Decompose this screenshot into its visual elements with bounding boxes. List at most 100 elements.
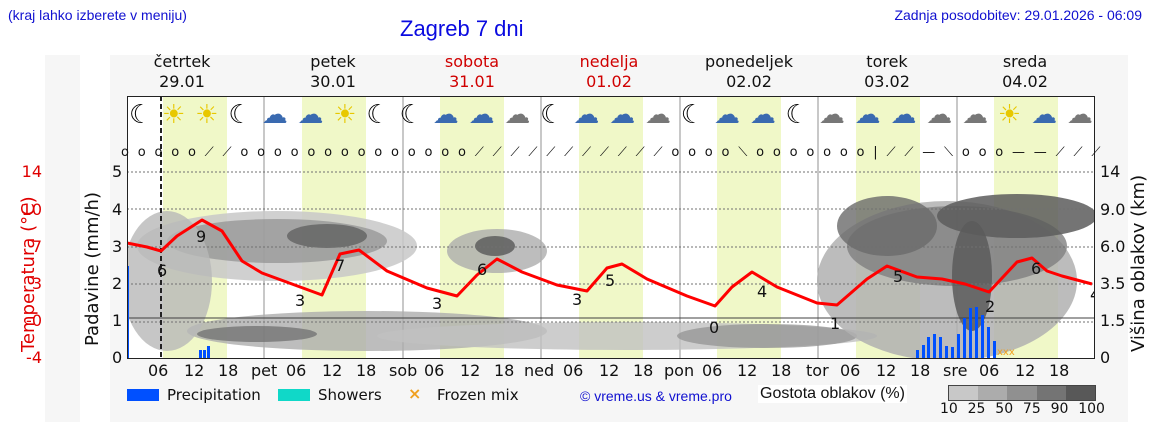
wind-barb-icon: ⟋ [492, 145, 502, 160]
precip-tick: 2 [112, 274, 123, 293]
cloud-density-ticks: 10 25 50 75 90 100 [940, 401, 1105, 417]
sun-cloud-icon: ☀ [333, 100, 357, 130]
cloud-icon: ☁ [1066, 100, 1093, 130]
wind-barb-icon: ⟋ [528, 145, 538, 160]
wind-barb-row: o o o o o ⟋ ⟋ o o o o o o o o o o o o o o ⟋ ⟋ ⟋ ⟋ ⟋ ⟋ ⟋ ⟋ ⟋ ⟋ ⟋ o o o o ⟍ o o o… [121, 144, 1101, 164]
precip-axis-title: Padavine (mm/h) [82, 192, 103, 346]
cloud-rain-icon: ☁ [854, 100, 881, 130]
calm-wind-icon: o [704, 145, 713, 160]
cloud-height-tick: 14 [1100, 162, 1121, 181]
calm-wind-icon: o [407, 145, 416, 160]
wind-barb-icon: — [1033, 145, 1047, 160]
svg-text:5: 5 [605, 271, 615, 290]
cloud-icon: ☁ [573, 100, 600, 130]
page-title: Zagreb 7 dni [400, 16, 524, 41]
wind-barb-icon: | [873, 145, 878, 160]
cloud-icon: ☁ [261, 100, 288, 130]
precip-tick: 5 [112, 162, 123, 181]
day-header: sreda 04.02 [1002, 52, 1048, 91]
wind-barb-icon: ⟋ [904, 145, 914, 160]
calm-wind-icon: o [806, 145, 815, 160]
cloud-icon: ☁ [749, 100, 776, 130]
x-axis-ticks: 06 12 18 pet 06 12 18 sob 06 12 18 ned 0… [148, 361, 1070, 380]
calm-wind-icon: o [257, 145, 266, 160]
wind-barb-icon: ⟋ [886, 145, 896, 160]
cloud-rain-icon: ☁ [890, 100, 917, 130]
cloud-density-scale [948, 385, 1096, 401]
cloud-height-tick: 3.5 [1100, 274, 1126, 293]
calm-wind-icon: o [273, 145, 282, 160]
temp-tick: -4 [26, 348, 42, 367]
legend-frozen-mix: Frozen mix [437, 386, 519, 404]
temp-tick: -0 [26, 311, 42, 330]
cloud-icon: ☁ [468, 100, 495, 130]
wind-barb-icon: ⟋ [617, 145, 627, 160]
wind-barb-icon: ⟋ [510, 145, 520, 160]
calm-wind-icon: o [391, 145, 399, 160]
calm-wind-icon: o [961, 145, 970, 160]
temperature-axis-panel [45, 55, 80, 422]
cloud-height-tick: 0 [1100, 348, 1111, 367]
wind-barb-icon: — [922, 145, 936, 160]
sun-cloud-icon: ☀ [997, 100, 1022, 130]
calm-wind-icon: o [789, 145, 798, 160]
calm-wind-icon: o [688, 145, 697, 160]
calm-wind-icon: o [756, 145, 765, 160]
wind-barb-icon: — [1012, 145, 1026, 160]
temp-tick: 14 [21, 162, 42, 181]
calm-wind-icon: o [137, 145, 146, 160]
cloud-icon: ☁ [609, 100, 636, 130]
temp-tick: 7 [31, 237, 42, 256]
sun-cloud-rain-icon: ☀ [162, 100, 186, 130]
cloud-height-axis-title: Višina oblakov (km) [1128, 174, 1149, 352]
temp-tick: 3 [31, 274, 42, 293]
wind-barb-icon: ⟋ [581, 145, 592, 160]
cloud-icon: ☁ [1030, 100, 1057, 130]
calm-wind-icon: o [823, 145, 832, 160]
cloud-density-map [127, 194, 1095, 359]
wind-barb-icon: ⟋ [1055, 145, 1065, 160]
frozen-mix-marks: xxx [997, 347, 1015, 358]
day-header: torek 03.02 [864, 52, 910, 91]
forecast-chart: xxx 6 9 3 7 3 6 3 5 0 4 1 5 2 6 4 [127, 96, 1095, 359]
moon-cloud-rain-icon: ☾ [129, 100, 153, 130]
calm-wind-icon: o [721, 145, 730, 160]
weather-icon-row: ☾ ☀ ☀ ☾ ☁ ☁ ☀ ☾ ☾ ☁ ☁ ☁ ☾ ☁ ☁ ☁ ☾ ☁ ☁ ☾ … [129, 98, 1093, 138]
calm-wind-icon: o [374, 145, 383, 160]
calm-wind-icon: o [357, 145, 366, 160]
svg-text:4: 4 [1090, 285, 1095, 304]
wind-barb-icon: ⟋ [564, 145, 574, 160]
svg-text:6: 6 [157, 261, 167, 280]
svg-text:0: 0 [709, 318, 719, 337]
calm-wind-icon: o [290, 145, 299, 160]
cloud-density-title: Gostota oblakov (%) [758, 385, 907, 403]
calm-wind-icon: o [121, 145, 129, 160]
legend-precipitation: Precipitation [167, 386, 261, 404]
svg-text:5: 5 [893, 267, 903, 286]
day-headers: četrtek 29.01 petek 30.01 sobota 31.01 nede… [127, 52, 1095, 92]
calm-wind-icon: o [307, 145, 316, 160]
wind-barb-icon: ⟋ [204, 145, 214, 160]
icon-row-separator [127, 138, 1095, 140]
svg-text:9: 9 [196, 227, 206, 246]
wind-barb-icon: ⟋ [653, 145, 663, 160]
calm-wind-icon: o [424, 145, 433, 160]
cloud-icon: ☁ [297, 100, 324, 130]
credit-link[interactable]: © vreme.us & vreme.pro [580, 388, 732, 404]
moon-cloud-icon: ☾ [785, 100, 809, 130]
cloud-icon: ☁ [713, 100, 740, 130]
svg-text:6: 6 [1031, 259, 1041, 278]
calm-wind-icon: o [995, 145, 1004, 160]
svg-text:6: 6 [477, 260, 487, 279]
svg-text:4: 4 [757, 282, 767, 301]
temperature-line [127, 218, 1093, 308]
precip-tick: 1 [112, 311, 123, 330]
cloud-height-axis-title-wrap: Višina oblakov (km) [1128, 175, 1152, 373]
calm-wind-icon: o [839, 145, 848, 160]
day-header: ponedeljek 02.02 [705, 52, 793, 91]
moon-cloud-icon: ☾ [399, 100, 423, 130]
calm-wind-icon: o [671, 145, 680, 160]
wind-barb-icon: ⟋ [546, 145, 556, 160]
day-header: petek 30.01 [310, 52, 356, 91]
menu-hint-link[interactable]: (kraj lahko izberete v meniju) [8, 7, 187, 23]
